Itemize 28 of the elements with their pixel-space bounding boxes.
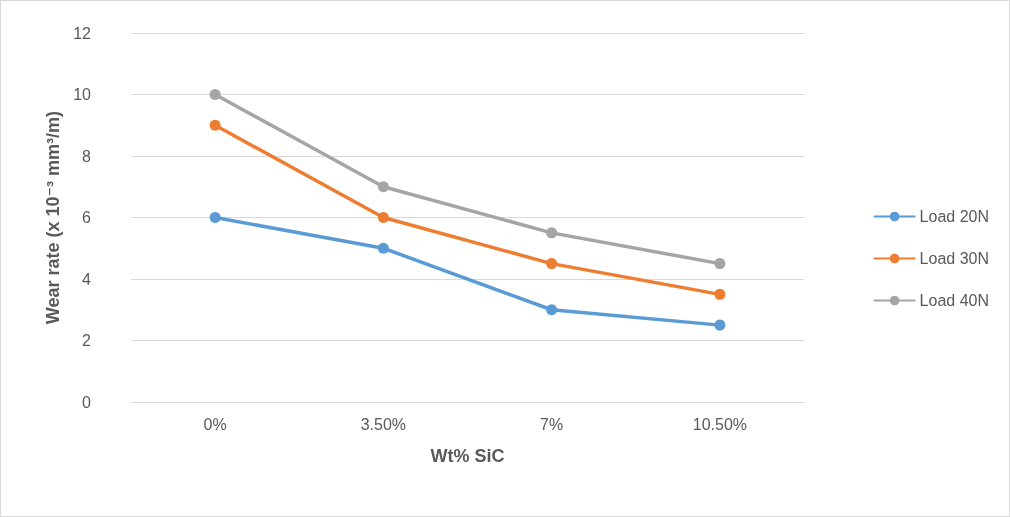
x-tick-label: 10.50% [692, 415, 748, 433]
y-tick-label: 8 [82, 147, 92, 165]
y-tick-label: 6 [82, 209, 92, 226]
legend-label: Load 40N [919, 292, 989, 309]
x-tick-label: 3.50% [360, 415, 407, 433]
point [714, 258, 726, 270]
legend-label: Load 30N [919, 250, 989, 267]
y-axis-title: Wear rate (x 10⁻³ mm³/m) [43, 110, 64, 325]
y-tick-label: 12 [73, 24, 92, 42]
point [209, 89, 221, 100]
y-tick-label: 2 [82, 332, 92, 349]
x-tick-label: 0% [203, 415, 227, 433]
point [546, 304, 558, 316]
x-axis-title: Wt% SiC [430, 446, 505, 466]
point [714, 288, 726, 300]
point [546, 227, 558, 239]
point [377, 181, 389, 193]
y-tick-label: 4 [82, 270, 92, 288]
point [546, 258, 558, 270]
point [714, 319, 726, 331]
legend-label: Load 20N [919, 208, 989, 225]
y-tick-label: 10 [73, 86, 92, 103]
x-tick-label: 7% [540, 415, 564, 433]
point [209, 212, 221, 223]
point [209, 119, 221, 131]
point [377, 212, 389, 223]
y-tick-label: 0 [82, 393, 92, 411]
point [377, 242, 389, 254]
